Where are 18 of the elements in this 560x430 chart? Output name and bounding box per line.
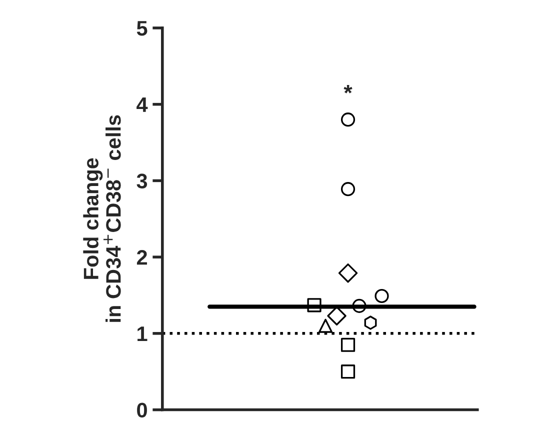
point: [338, 263, 358, 283]
y-tick-label: 1: [138, 326, 148, 341]
y-tick-label: 0: [137, 402, 147, 418]
point: [307, 298, 322, 312]
point: [364, 316, 377, 330]
y-axis-title: Fold change in CD34$^{+}$CD38$^{−}$ cells: [83, 115, 121, 322]
point: [340, 338, 356, 352]
point: [340, 112, 356, 127]
annotation: *: [344, 85, 352, 94]
y-tick-label: 5: [136, 21, 148, 36]
y-tick-label: 4: [136, 98, 148, 112]
point: [352, 298, 366, 313]
y-tick-label: 2: [136, 250, 147, 265]
point: [374, 288, 389, 304]
point: [340, 364, 356, 379]
y-tick-label: 3: [136, 174, 148, 188]
point: [318, 318, 333, 333]
point: [340, 182, 356, 196]
